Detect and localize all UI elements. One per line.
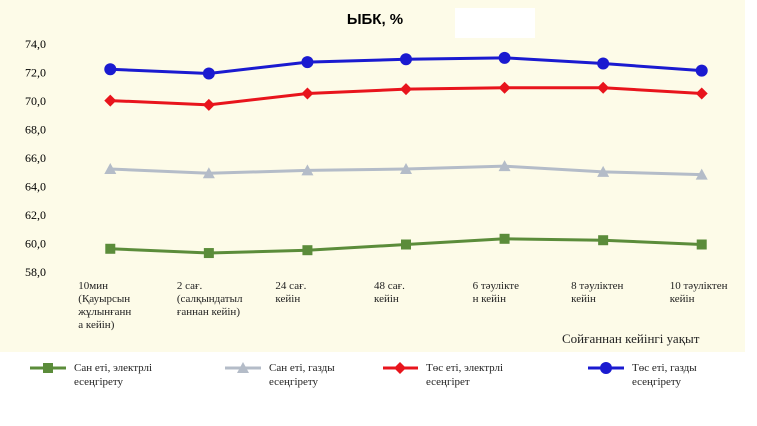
x-tick-label: 2 сағ. (салқындатыл ғаннан кейін): [176, 280, 243, 318]
marker: [203, 248, 214, 259]
y-tick-label: 74,0: [25, 37, 46, 51]
marker: [301, 56, 314, 69]
marker: [237, 362, 249, 373]
marker: [498, 51, 511, 64]
marker: [498, 160, 511, 172]
marker: [695, 64, 708, 77]
marker: [498, 81, 511, 94]
marker: [597, 81, 610, 94]
marker: [598, 235, 609, 246]
marker: [104, 162, 117, 174]
y-tick-label: 72,0: [25, 65, 46, 79]
x-tick-label: 24 сағ. кейін: [275, 280, 307, 305]
marker: [600, 362, 612, 374]
x-tick-label: 10мин (Қауырсын жұлынғанн а кейін): [78, 280, 132, 331]
x-tick-label: 48 сағ. кейін: [374, 280, 405, 305]
marker: [499, 233, 510, 244]
marker: [597, 165, 610, 177]
chart-title: ЫБК, %: [347, 11, 403, 28]
marker: [400, 53, 412, 66]
x-tick-label: 8 тәуліктен кейін: [571, 280, 624, 305]
y-tick-label: 66,0: [25, 151, 46, 165]
legend-label: Сан еті, газды есеңгірету: [265, 359, 383, 391]
legend-label: Төс еті, газды есеңгірету: [628, 359, 746, 391]
y-tick-label: 60,0: [25, 236, 46, 250]
marker: [401, 239, 411, 250]
marker: [695, 87, 708, 100]
legend-label: Сан еті, электрлі есеңгірету: [70, 359, 188, 391]
x-tick-label: 10 тәуліктен кейін: [669, 280, 728, 305]
y-tick-label: 58,0: [25, 265, 46, 279]
chart-background: [0, 0, 745, 352]
legend-label: Төс еті, электрлі есеңгірет: [422, 359, 540, 391]
y-tick-label: 70,0: [25, 94, 46, 108]
y-tick-label: 64,0: [25, 179, 46, 193]
marker: [696, 239, 707, 250]
x-axis-label: Сойғаннан кейінгі уақыт: [562, 331, 700, 346]
marker: [302, 245, 313, 256]
marker: [105, 243, 116, 254]
marker: [104, 94, 117, 107]
marker: [202, 98, 215, 111]
marker: [394, 362, 406, 374]
marker: [695, 168, 708, 180]
marker: [301, 87, 314, 100]
y-tick-label: 62,0: [25, 208, 46, 222]
marker: [301, 164, 314, 176]
marker: [202, 67, 215, 80]
marker: [104, 63, 117, 76]
marker: [43, 363, 53, 373]
marker: [202, 167, 215, 179]
marker: [400, 162, 412, 174]
marker: [597, 57, 610, 70]
x-tick-label: 6 тәуліктe н кейін: [472, 280, 519, 305]
marker: [400, 83, 412, 96]
y-tick-label: 68,0: [25, 122, 46, 136]
title-box: [455, 8, 535, 38]
